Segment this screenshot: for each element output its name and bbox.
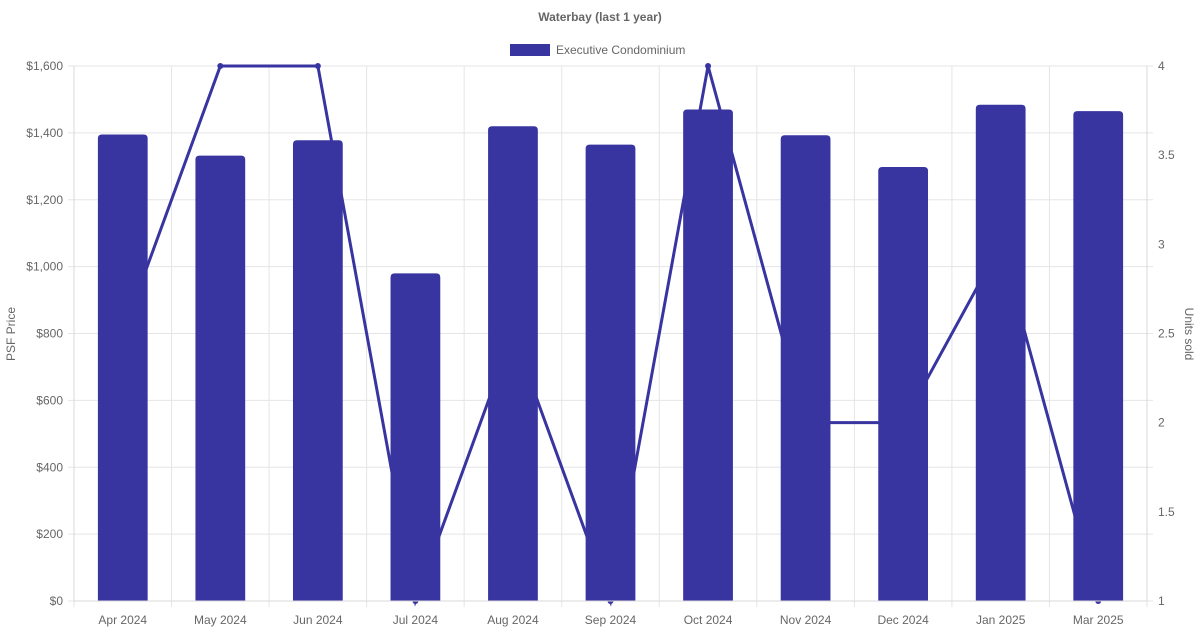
x-tick-label: Jun 2024: [293, 613, 343, 627]
left-tick-label: $200: [36, 527, 63, 541]
x-tick-label: Aug 2024: [487, 613, 539, 627]
bar[interactable]: [390, 273, 441, 601]
x-tick-label: Apr 2024: [98, 613, 147, 627]
x-tick-label: Dec 2024: [877, 613, 929, 627]
x-tick-label: Jan 2025: [976, 613, 1026, 627]
left-tick-label: $1,200: [26, 193, 63, 207]
line-point[interactable]: [705, 63, 712, 69]
x-tick-label: Mar 2025: [1073, 613, 1124, 627]
left-tick-label: $0: [50, 594, 64, 608]
bar[interactable]: [1073, 111, 1124, 601]
bar[interactable]: [878, 166, 929, 601]
right-tick-label: 2: [1158, 416, 1165, 430]
right-tick-label: 3: [1158, 237, 1165, 251]
line-point[interactable]: [509, 330, 516, 337]
x-tick-label: Jul 2024: [393, 613, 439, 627]
bar[interactable]: [488, 126, 538, 601]
chart-title: Waterbay (last 1 year): [538, 10, 662, 24]
bar[interactable]: [292, 140, 343, 601]
line-point[interactable]: [900, 419, 907, 426]
line-point[interactable]: [314, 63, 321, 69]
left-tick-label: $1,600: [26, 59, 63, 73]
x-tick-label: Nov 2024: [780, 613, 832, 627]
left-axis-title: PSF Price: [4, 307, 18, 361]
bar[interactable]: [975, 104, 1026, 601]
line-point[interactable]: [802, 419, 809, 426]
bar[interactable]: [780, 135, 831, 601]
x-tick-label: Oct 2024: [684, 613, 733, 627]
left-tick-label: $600: [36, 393, 63, 407]
bar[interactable]: [97, 134, 148, 601]
x-tick-label: May 2024: [194, 613, 247, 627]
legend[interactable]: Executive Condominium: [510, 43, 685, 57]
bar[interactable]: [585, 144, 636, 601]
line-point[interactable]: [119, 330, 126, 337]
right-tick-label: 4: [1158, 59, 1165, 73]
line-point[interactable]: [217, 63, 224, 69]
axes: $0 $200 $400 $600 $800 $1,000 $1,200 $1,400 $1,6…: [26, 59, 1175, 627]
bar[interactable]: [683, 109, 733, 601]
right-tick-label: 3.5: [1158, 148, 1175, 162]
right-tick-label: 1: [1158, 594, 1165, 608]
line-point[interactable]: [997, 241, 1004, 248]
legend-label-executive-condominium: Executive Condominium: [556, 43, 685, 57]
left-tick-label: $1,400: [26, 126, 63, 140]
right-axis-title: Units sold: [1182, 308, 1196, 361]
right-tick-label: 1.5: [1158, 505, 1175, 519]
left-tick-label: $1,000: [26, 260, 63, 274]
bar-series: [97, 104, 1124, 602]
x-tick-label: Sep 2024: [585, 613, 637, 627]
legend-swatch: [510, 44, 550, 56]
left-tick-label: $400: [36, 460, 63, 474]
right-tick-label: 2.5: [1158, 327, 1175, 341]
bar[interactable]: [195, 155, 246, 602]
left-tick-label: $800: [36, 327, 63, 341]
